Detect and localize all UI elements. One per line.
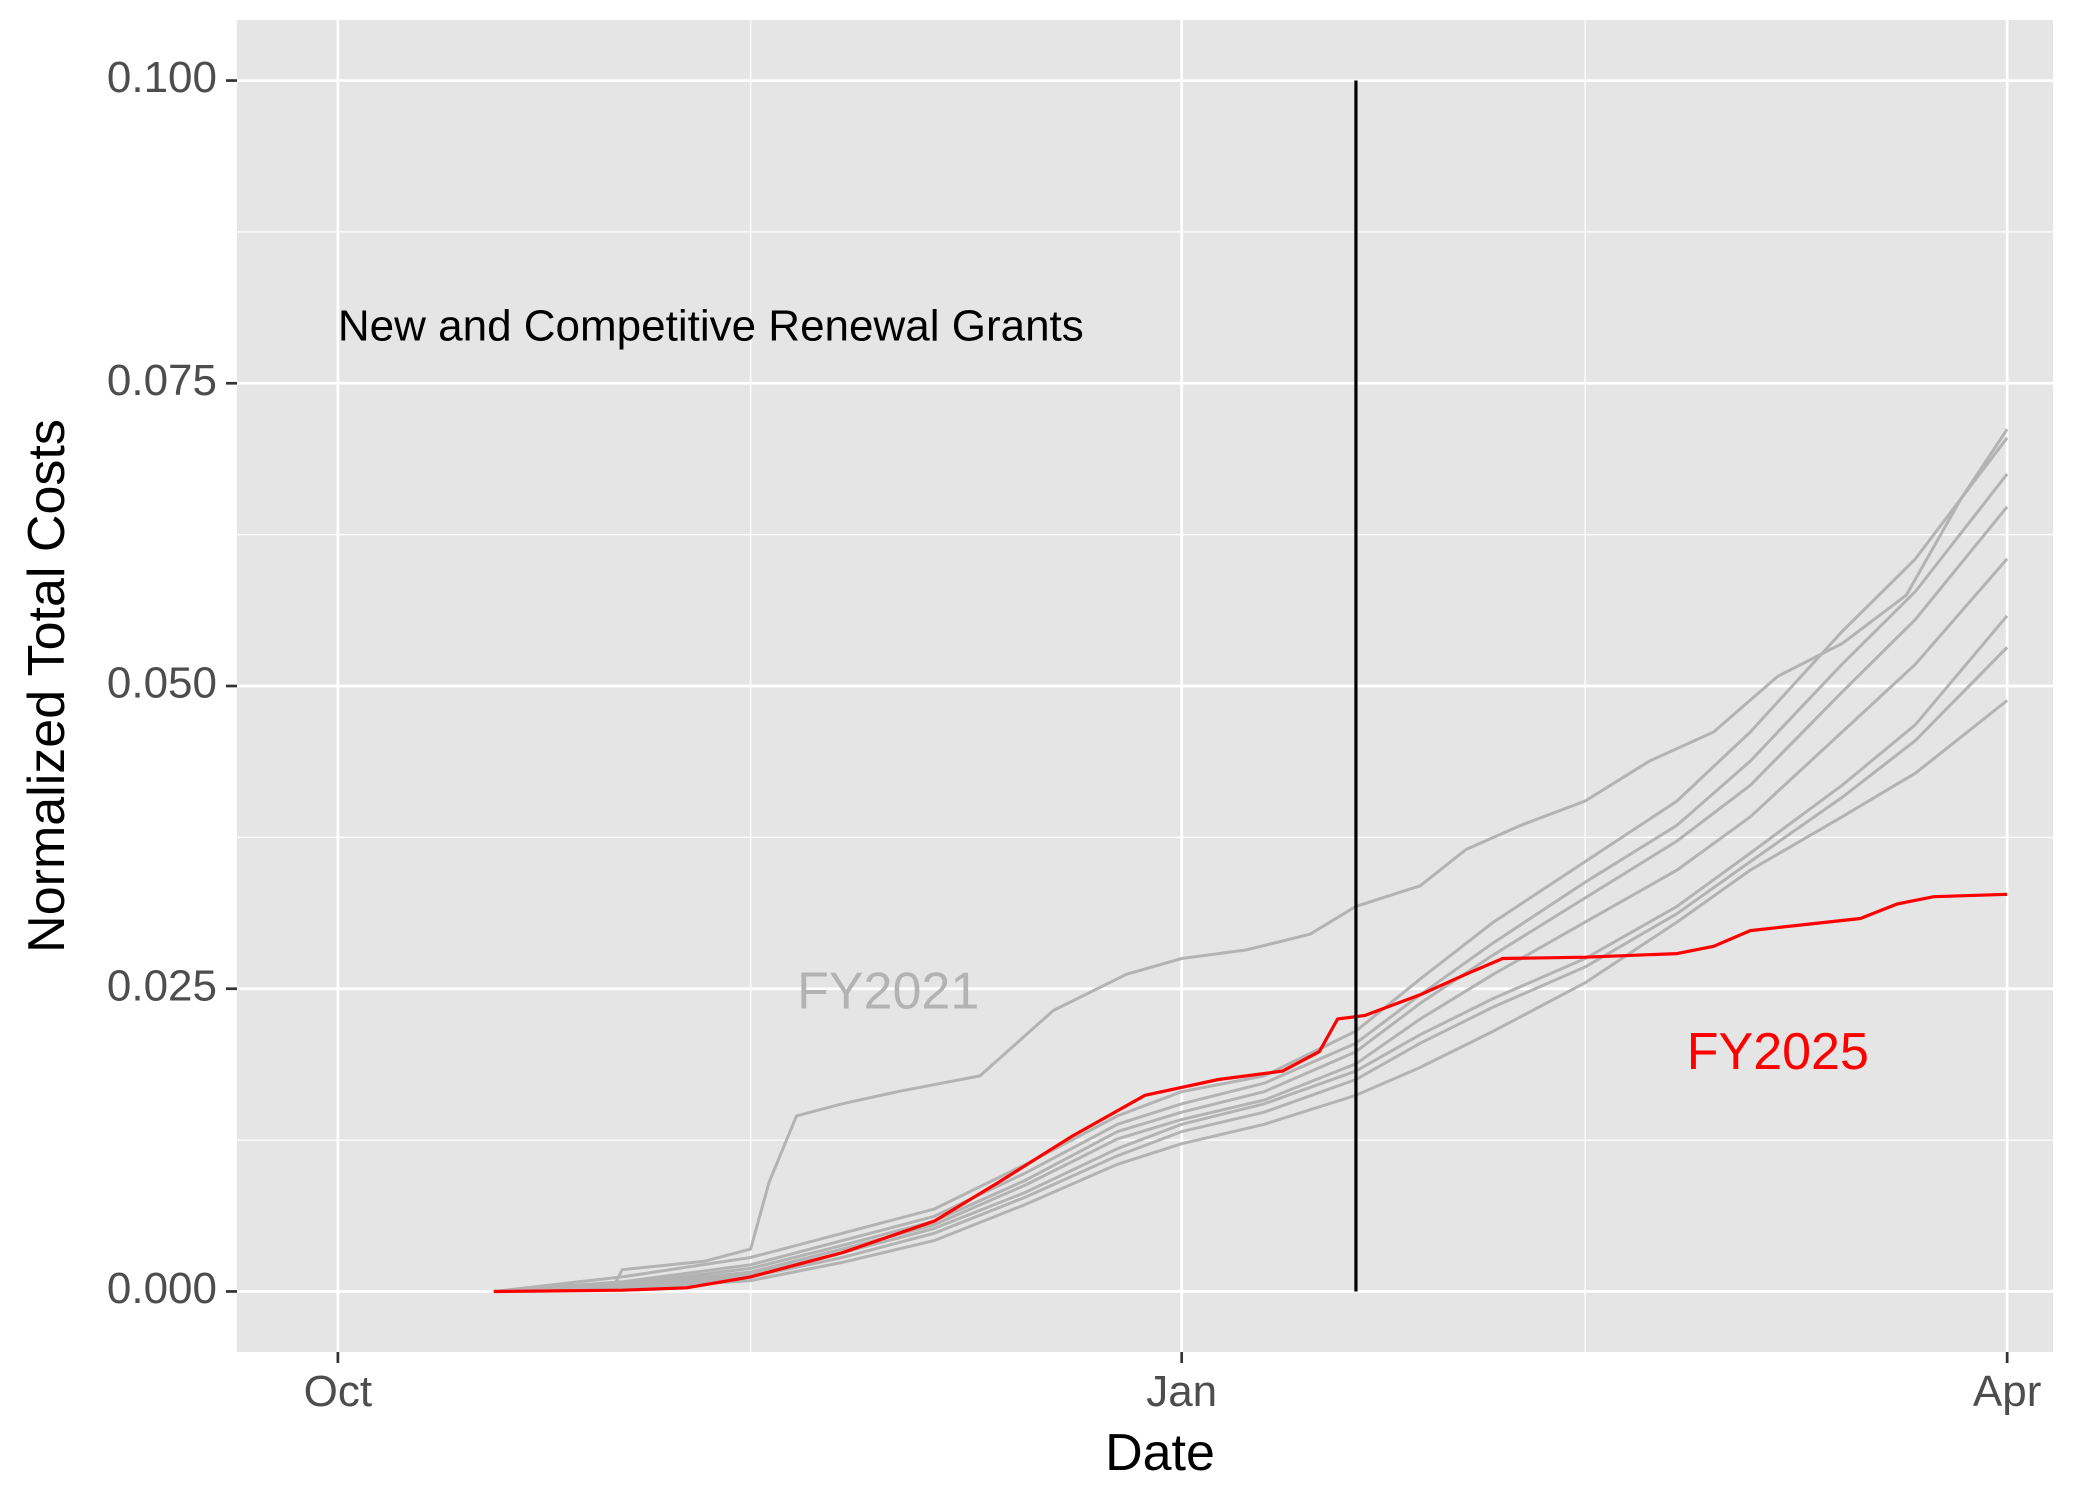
y-tick-label-4: 0.100 <box>107 53 217 102</box>
annotation-0: New and Competitive Renewal Grants <box>338 301 1084 350</box>
annotation-2: FY2025 <box>1687 1023 1869 1081</box>
series-line-7 <box>493 699 2009 1293</box>
series-lines <box>493 428 2009 1294</box>
x-tick-label-0: Oct <box>304 1367 372 1416</box>
series-line-6 <box>493 646 2009 1293</box>
axes: 0.000 0.025 0.050 0.075 0.100 Oct Jan Apr <box>107 53 2041 1416</box>
y-tick-label-1: 0.025 <box>107 961 217 1010</box>
y-tick-label-2: 0.050 <box>107 659 217 708</box>
y-tick-label-3: 0.075 <box>107 356 217 405</box>
series-line-1 <box>493 436 2009 1293</box>
grid-lines <box>237 20 2053 1352</box>
y-tick-label-0: 0.000 <box>107 1264 217 1313</box>
series-line-highlight <box>493 892 2008 1294</box>
x-tick-label-1: Jan <box>1146 1367 1217 1416</box>
series-line-4 <box>493 557 2009 1293</box>
series-line-3 <box>493 505 2009 1293</box>
x-tick-label-2: Apr <box>1973 1367 2041 1416</box>
series-line-2 <box>493 473 2009 1293</box>
x-axis-title: Date <box>1105 1424 1215 1482</box>
y-axis-title: Normalized Total Costs <box>18 419 76 953</box>
annotation-1: FY2021 <box>797 963 979 1021</box>
series-line-0 <box>493 428 2009 1293</box>
annotations: New and Competitive Renewal Grants FY2021… <box>338 301 1869 1081</box>
